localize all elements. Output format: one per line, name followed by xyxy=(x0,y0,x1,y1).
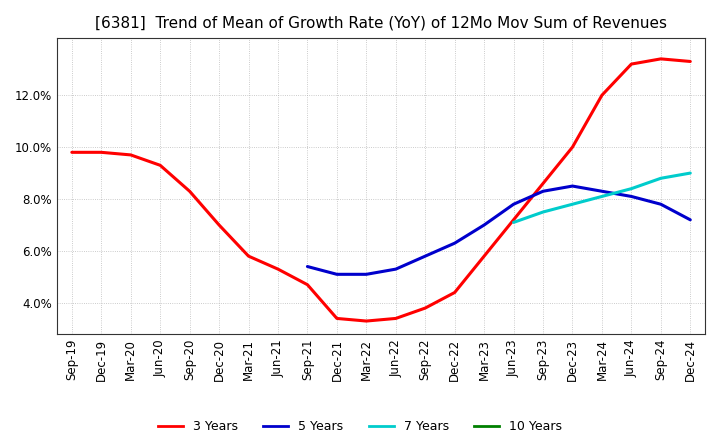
7 Years xyxy=(568,202,577,207)
5 Years xyxy=(421,253,430,259)
7 Years xyxy=(509,220,518,225)
5 Years xyxy=(598,189,606,194)
3 Years xyxy=(215,222,223,227)
3 Years xyxy=(539,181,547,186)
3 Years xyxy=(156,163,164,168)
5 Years xyxy=(392,267,400,272)
7 Years xyxy=(627,186,636,191)
5 Years xyxy=(509,202,518,207)
3 Years xyxy=(627,62,636,67)
3 Years xyxy=(421,305,430,311)
5 Years xyxy=(362,271,371,277)
3 Years xyxy=(274,267,282,272)
3 Years xyxy=(568,144,577,150)
5 Years xyxy=(303,264,312,269)
Line: 7 Years: 7 Years xyxy=(513,173,690,222)
7 Years xyxy=(657,176,665,181)
3 Years xyxy=(598,92,606,98)
5 Years xyxy=(539,189,547,194)
3 Years xyxy=(392,316,400,321)
Line: 3 Years: 3 Years xyxy=(72,59,690,321)
5 Years xyxy=(333,271,341,277)
Legend: 3 Years, 5 Years, 7 Years, 10 Years: 3 Years, 5 Years, 7 Years, 10 Years xyxy=(153,415,567,438)
5 Years xyxy=(480,222,488,227)
3 Years xyxy=(68,150,76,155)
7 Years xyxy=(539,209,547,215)
3 Years xyxy=(686,59,695,64)
3 Years xyxy=(362,319,371,324)
3 Years xyxy=(480,253,488,259)
Title: [6381]  Trend of Mean of Growth Rate (YoY) of 12Mo Mov Sum of Revenues: [6381] Trend of Mean of Growth Rate (YoY… xyxy=(95,15,667,30)
5 Years xyxy=(657,202,665,207)
5 Years xyxy=(627,194,636,199)
3 Years xyxy=(185,189,194,194)
3 Years xyxy=(127,152,135,158)
5 Years xyxy=(568,183,577,189)
5 Years xyxy=(686,217,695,223)
5 Years xyxy=(450,241,459,246)
3 Years xyxy=(509,217,518,223)
3 Years xyxy=(657,56,665,62)
3 Years xyxy=(450,290,459,295)
3 Years xyxy=(97,150,106,155)
7 Years xyxy=(686,170,695,176)
7 Years xyxy=(598,194,606,199)
3 Years xyxy=(333,316,341,321)
Line: 5 Years: 5 Years xyxy=(307,186,690,274)
3 Years xyxy=(303,282,312,287)
3 Years xyxy=(244,253,253,259)
